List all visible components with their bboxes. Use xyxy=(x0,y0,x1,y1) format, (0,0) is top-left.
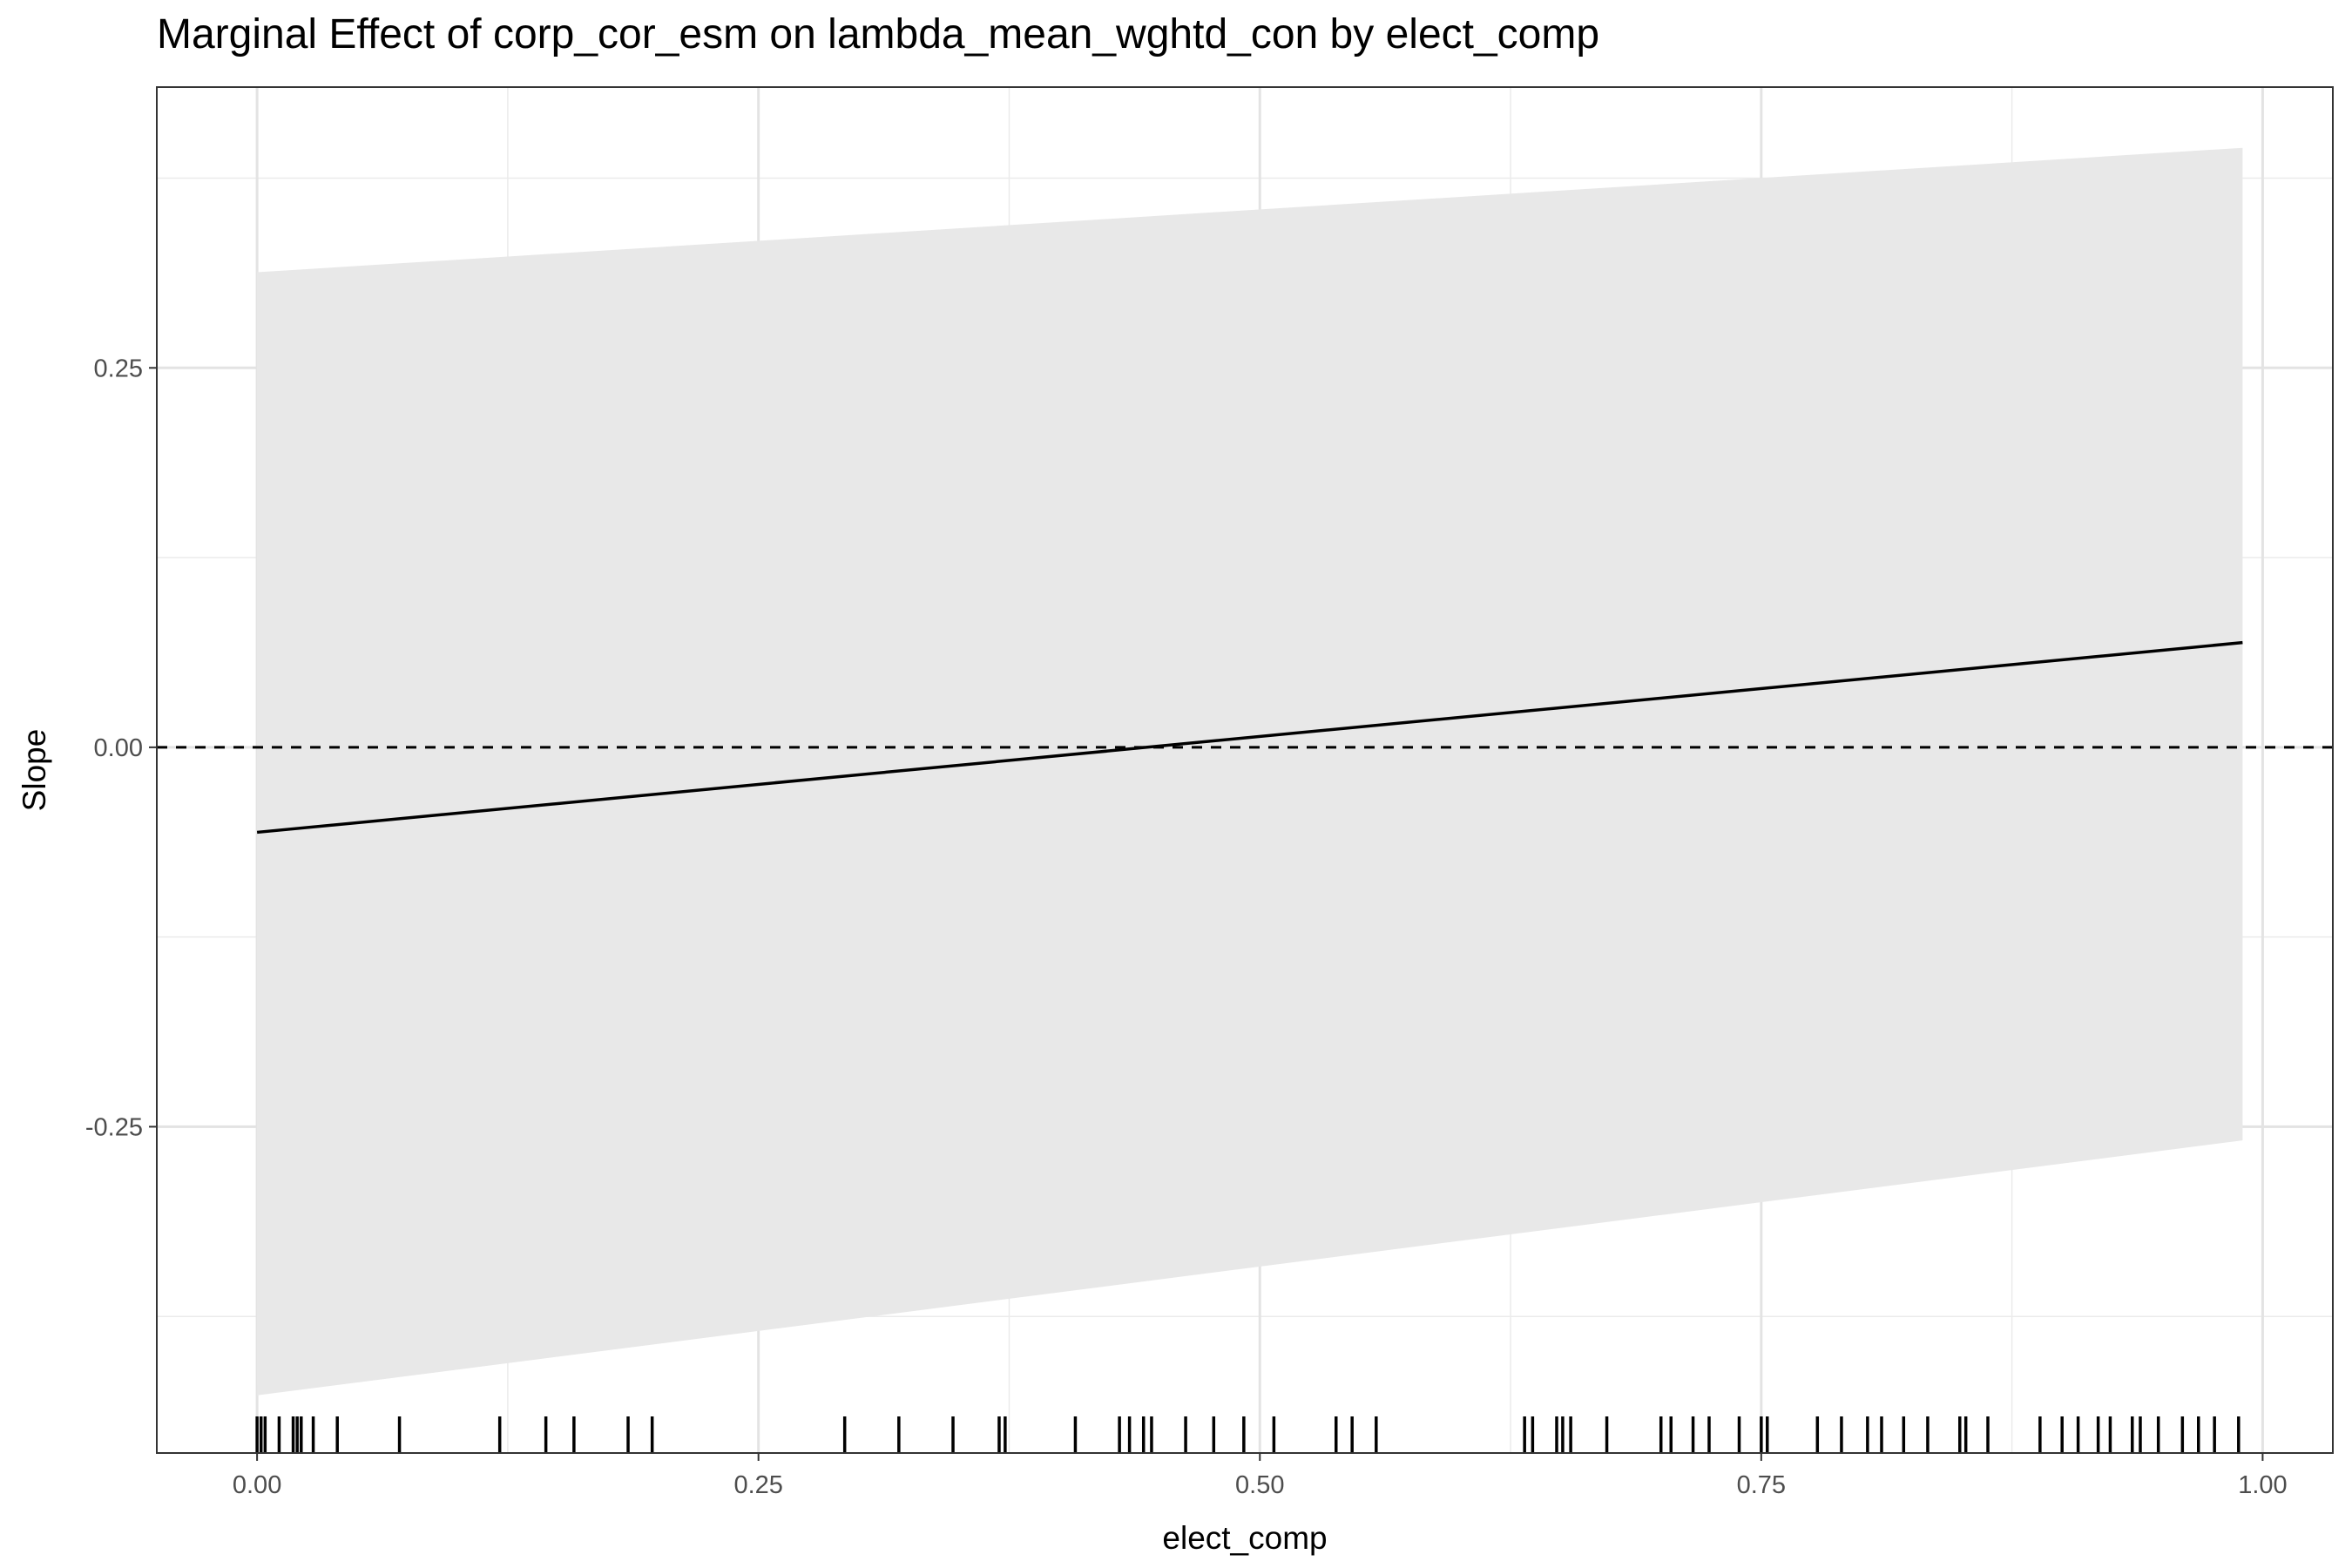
chart-title: Marginal Effect of corp_cor_esm on lambd… xyxy=(157,11,1600,57)
confidence-band xyxy=(257,147,2243,1396)
x-axis-ticks: 0.00 0.25 0.50 0.75 1.00 xyxy=(233,1453,2288,1499)
y-tick-label: 0.25 xyxy=(94,355,143,382)
x-tick-label: 0.00 xyxy=(233,1471,281,1499)
x-axis-title: elect_comp xyxy=(1162,1520,1327,1556)
confidence-band-layer xyxy=(257,147,2243,1396)
y-tick-label: 0.00 xyxy=(94,734,143,762)
y-axis-ticks: -0.25 0.00 0.25 xyxy=(85,355,157,1141)
y-tick-label: -0.25 xyxy=(85,1113,143,1141)
slope-line xyxy=(256,640,2243,835)
x-tick-label: 0.25 xyxy=(733,1471,782,1499)
y-axis-title: Slope xyxy=(17,729,52,812)
x-tick-label: 0.75 xyxy=(1737,1471,1786,1499)
panel-border xyxy=(156,86,2334,1454)
x-tick-label: 0.50 xyxy=(1235,1471,1284,1499)
x-tick-label: 1.00 xyxy=(2238,1471,2287,1499)
slope-line-layer xyxy=(256,640,2243,835)
rug-marks xyxy=(255,1416,2240,1453)
